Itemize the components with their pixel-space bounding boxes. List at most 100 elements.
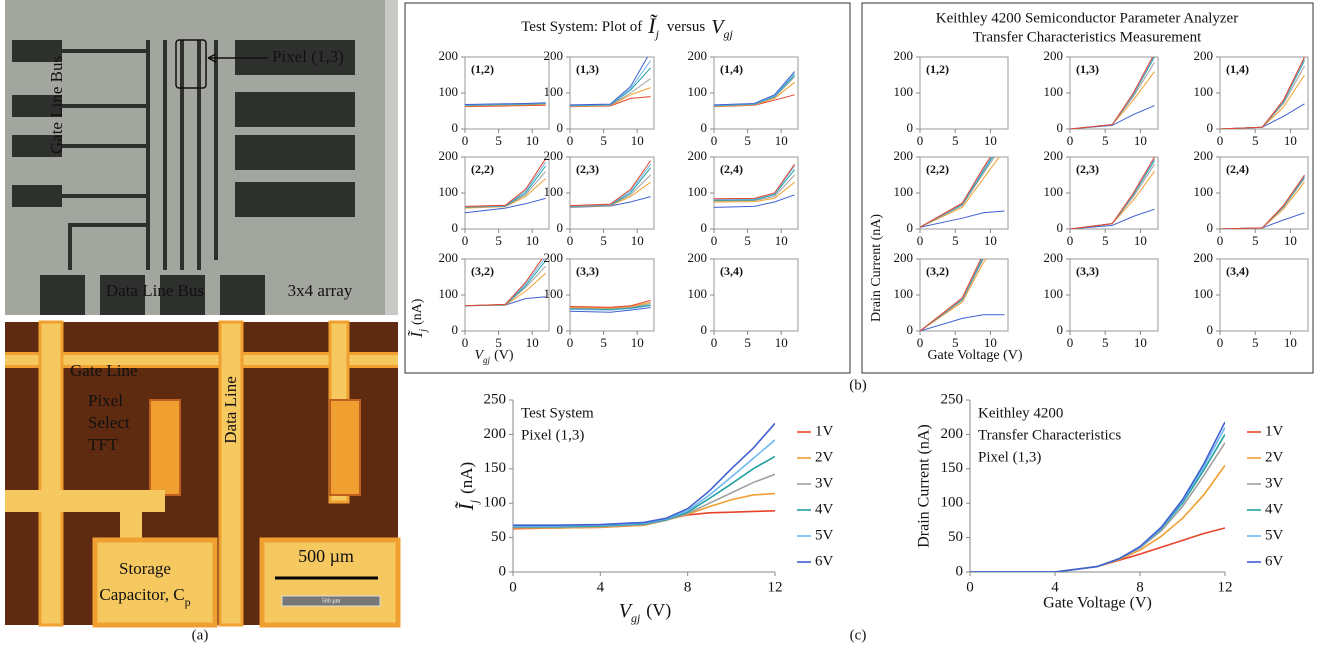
y-axis-label: Drain Current (nA)	[916, 424, 933, 548]
series-line	[714, 163, 796, 200]
pad	[12, 40, 62, 62]
panel-label: (2,3)	[576, 162, 599, 176]
x-tick-label: 5	[744, 335, 751, 350]
y-tick-label: 100	[544, 84, 564, 99]
legend-label: 4V	[1265, 501, 1284, 517]
y-tick-label: 200	[544, 250, 564, 265]
series-line	[920, 259, 985, 331]
y-tick-label: 200	[688, 148, 708, 163]
y-tick-label: 100	[688, 286, 708, 301]
series-line	[1070, 105, 1155, 129]
x-tick-label: 10	[1284, 233, 1297, 248]
panel-label: (3,2)	[926, 264, 949, 278]
panel-label: (1,3)	[1076, 62, 1099, 76]
series-line	[714, 169, 796, 201]
pad	[12, 185, 62, 207]
annotation: Transfer Characteristics	[978, 427, 1121, 443]
label-sub: j	[467, 499, 481, 505]
series-line	[920, 157, 1000, 228]
title-symbol: Ĩ	[647, 13, 658, 38]
pad	[235, 135, 355, 170]
y-tick-label: 100	[439, 84, 459, 99]
x-tick-label: 5	[1102, 133, 1109, 148]
x-tick-label: 10	[775, 233, 788, 248]
y-tick-label: 0	[1207, 220, 1214, 235]
caption: (c)	[850, 627, 867, 643]
x-tick-label: 0	[1217, 133, 1224, 148]
photo-label: Data Line Bus	[106, 281, 204, 300]
y-tick-label: 0	[907, 120, 914, 135]
series-line	[465, 197, 546, 214]
label-unit: (V)	[494, 348, 514, 363]
series-line	[465, 158, 547, 207]
y-tick-label: 100	[688, 184, 708, 199]
series-line	[1220, 103, 1305, 129]
y-tick-label: 200	[1044, 148, 1064, 163]
label-symbol: Ĩ	[454, 501, 478, 511]
photo-label: Gate Line Bus	[47, 56, 66, 154]
y-tick-label: 200	[439, 48, 459, 63]
y-tick-label: 0	[1207, 120, 1214, 135]
x-tick-label: 0	[917, 233, 924, 248]
x-tick-label: 10	[631, 133, 644, 148]
y-tick-label: 200	[688, 48, 708, 63]
photo-label: Storage	[119, 559, 171, 578]
x-tick-label: 0	[509, 579, 517, 595]
y-tick-label: 100	[439, 286, 459, 301]
legend-label: 4V	[815, 501, 834, 517]
gate-line-core	[5, 355, 398, 365]
panel-label: (2,4)	[720, 162, 743, 176]
pad	[220, 275, 265, 315]
series-line	[570, 301, 651, 309]
photo-label: Capacitor, Cp	[99, 585, 190, 609]
y-tick-label: 200	[439, 250, 459, 265]
x-tick-label: 0	[567, 233, 574, 248]
x-tick-label: 0	[567, 335, 574, 350]
photo-top: Pixel (1,3) Gate Line Bus Data Line Bus …	[5, 0, 398, 315]
series-line	[570, 305, 651, 311]
panel-frame	[861, 2, 1314, 374]
pad	[12, 135, 62, 157]
y-tick-label: 100	[1044, 84, 1064, 99]
legend-label: 5V	[815, 527, 834, 543]
annotation: Keithley 4200	[978, 405, 1063, 421]
legend-label: 3V	[815, 475, 834, 491]
title-sub: j	[654, 27, 660, 41]
x-tick-label: 5	[744, 233, 751, 248]
y-tick-label: 100	[894, 84, 914, 99]
y-tick-label: 0	[452, 220, 459, 235]
title-sub: gj	[723, 27, 733, 41]
panel-label: (2,2)	[926, 162, 949, 176]
x-tick-label: 0	[711, 233, 718, 248]
series-line	[465, 178, 546, 209]
series-line	[970, 421, 1225, 572]
y-tick-label: 0	[907, 220, 914, 235]
y-tick-label: 250	[941, 391, 964, 407]
label-symbol: V	[474, 348, 484, 363]
y-tick-label: 0	[452, 120, 459, 135]
x-tick-label: 10	[526, 233, 539, 248]
y-tick-label: 0	[1057, 322, 1064, 337]
storage-capacitor	[92, 537, 218, 628]
panel-label: (1,2)	[471, 62, 494, 76]
label-unit: (V)	[646, 600, 671, 621]
panel-label: (2,4)	[1226, 162, 1249, 176]
x-tick-label: 10	[631, 233, 644, 248]
y-tick-label: 0	[499, 563, 507, 579]
y-tick-label: 100	[894, 286, 914, 301]
label-unit: (nA)	[410, 298, 425, 325]
y-tick-label: 100	[1194, 184, 1214, 199]
x-tick-label: 5	[495, 133, 502, 148]
x-tick-label: 10	[984, 335, 997, 350]
photo-edge	[385, 0, 398, 315]
series-line	[920, 259, 988, 331]
x-tick-label: 10	[1134, 335, 1147, 350]
series-line	[970, 527, 1225, 572]
y-tick-label: 0	[557, 120, 564, 135]
x-axis-label: Gate Voltage (V)	[927, 348, 1022, 363]
y-tick-label: 200	[1194, 250, 1214, 265]
x-tick-label: 10	[1134, 233, 1147, 248]
series-line	[570, 160, 652, 207]
series-line	[570, 307, 651, 313]
x-tick-label: 5	[952, 133, 959, 148]
